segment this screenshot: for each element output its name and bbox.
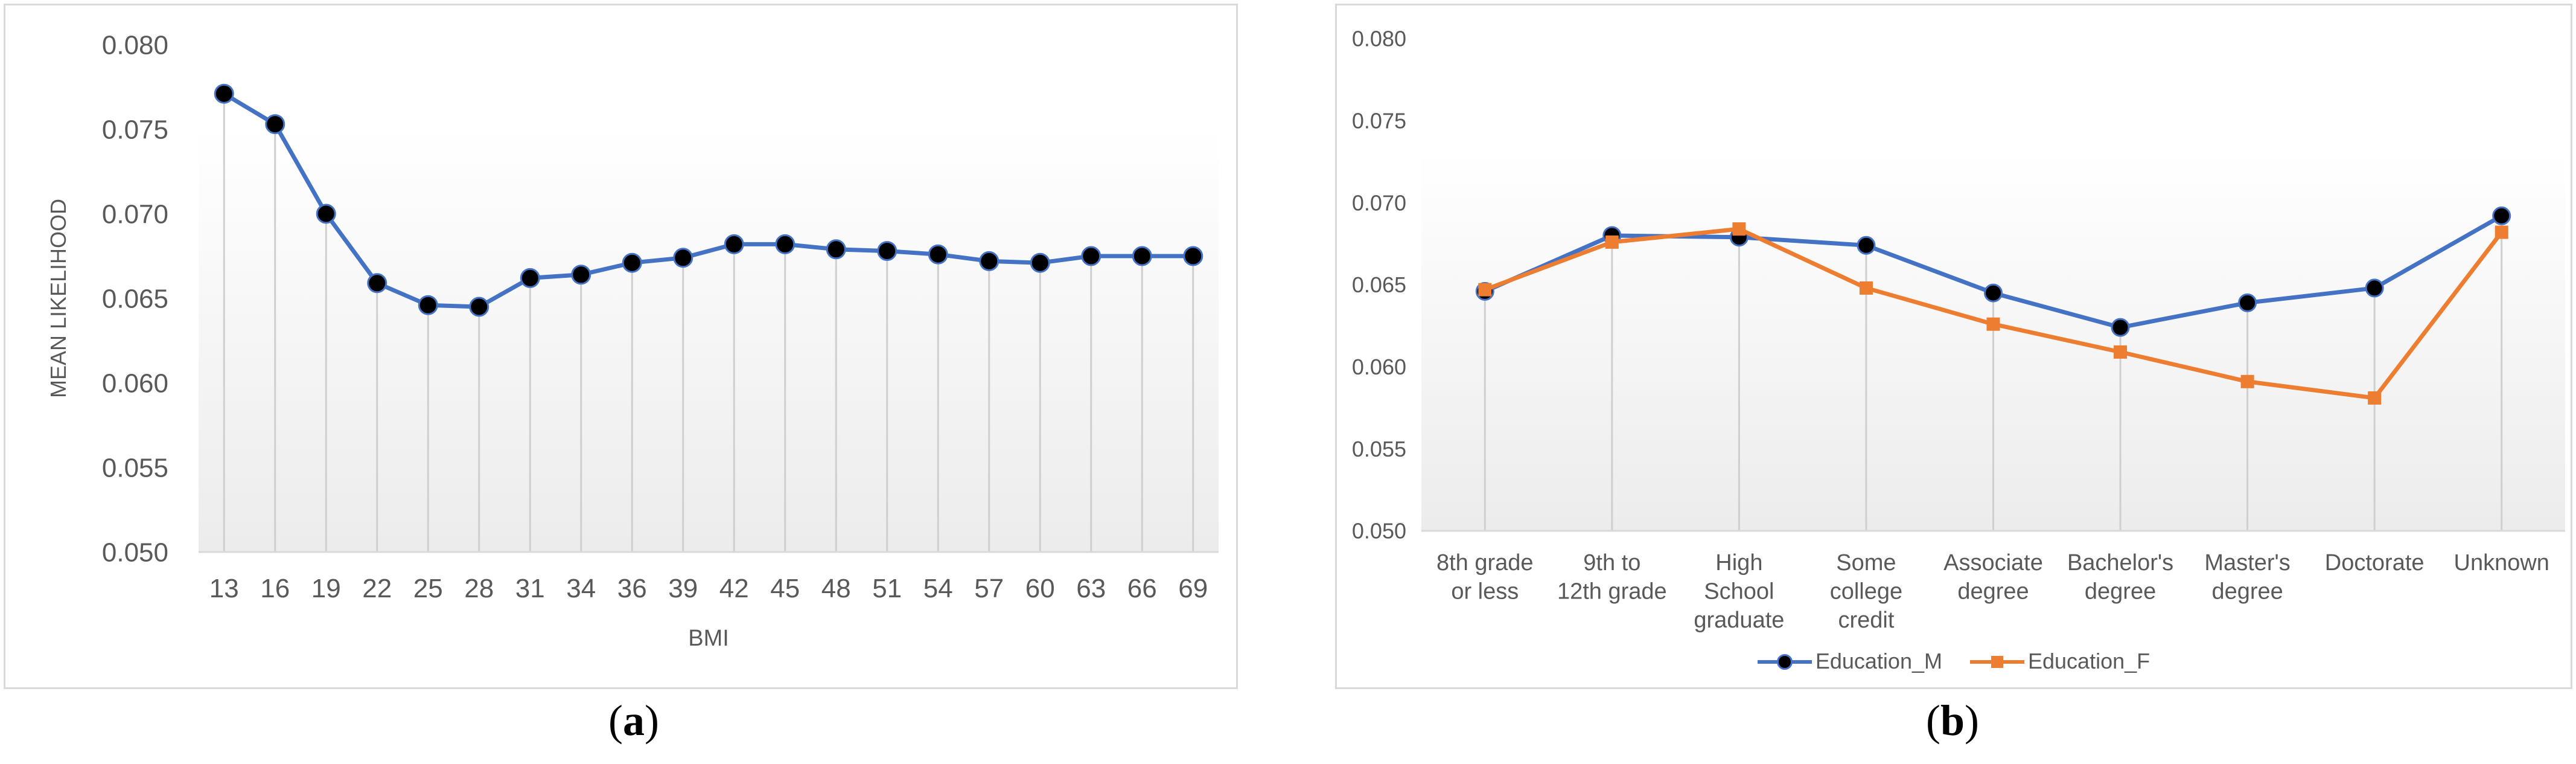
x-tick-label: 51 — [872, 574, 902, 603]
data-point — [622, 252, 642, 273]
data-point — [877, 241, 897, 262]
legend-item-education-m: Education_M — [1757, 649, 1942, 674]
x-tick-label: 25 — [413, 574, 443, 603]
data-point — [571, 265, 591, 285]
y-tick-label: 0.075 — [102, 115, 168, 144]
x-tick-label: 45 — [770, 574, 800, 603]
data-point — [1030, 252, 1050, 273]
x-axis-title: BMI — [688, 626, 729, 651]
chart-panel-a: 0.050 0.055 0.060 0.065 0.070 0.075 0.080 13 16 1… — [4, 4, 1238, 689]
data-point — [826, 239, 846, 260]
y-tick-label: 0.070 — [102, 199, 168, 229]
x-tick-label: 39 — [668, 574, 698, 603]
data-point — [1732, 222, 1746, 236]
x-tick-label: 66 — [1127, 574, 1157, 603]
data-point — [1986, 317, 2000, 331]
plot-background — [199, 126, 1219, 552]
x-tick-label: 31 — [515, 574, 545, 603]
x-tick-label: 48 — [821, 574, 851, 603]
data-point — [1081, 246, 1101, 266]
data-point — [214, 83, 234, 104]
chart-a-svg: 0.050 0.055 0.060 0.065 0.070 0.075 0.080 13 16 1… — [46, 30, 1219, 651]
y-tick-label: 0.050 — [1352, 519, 1406, 544]
y-tick-label: 0.055 — [1352, 437, 1406, 461]
data-point — [367, 273, 387, 294]
x-tick-label: Associate degree — [1943, 550, 2043, 605]
data-point — [520, 268, 540, 288]
legend-label-education-m: Education_M — [1815, 649, 1942, 673]
data-point — [1132, 246, 1152, 266]
legend-swatch-education-m — [1757, 649, 1812, 673]
x-tick-label: 34 — [566, 574, 596, 603]
x-tick-label: 63 — [1076, 574, 1106, 603]
data-point — [2238, 293, 2257, 312]
data-point — [979, 251, 999, 271]
x-tick-label: 36 — [617, 574, 647, 603]
data-point — [2368, 391, 2382, 405]
data-point — [2492, 206, 2511, 225]
data-point — [1183, 246, 1204, 266]
caption-b: (b) — [1925, 696, 1979, 745]
caption-a: (a) — [608, 696, 659, 745]
x-tick-label: 60 — [1025, 574, 1055, 603]
x-tick-label: 8th grade or less — [1436, 550, 1534, 605]
y-tick-label: 0.080 — [102, 30, 168, 60]
chart-b-svg: 0.050 0.055 0.060 0.065 0.070 0.075 0.080 8th g… — [1352, 27, 2565, 633]
data-point — [469, 297, 489, 317]
legend-label-education-f: Education_F — [2028, 649, 2150, 673]
legend-item-education-f: Education_F — [1970, 649, 2150, 674]
x-tick-label: 19 — [311, 574, 341, 603]
x-tick-label: Unknown — [2454, 550, 2549, 576]
data-point — [418, 295, 438, 315]
data-point — [1859, 281, 1873, 295]
y-tick-label: 0.065 — [102, 284, 168, 313]
y-tick-label: 0.080 — [1352, 27, 1406, 51]
y-tick-label: 0.075 — [1352, 108, 1406, 133]
x-tick-label: 54 — [923, 574, 953, 603]
chart-b-legend: Education_M Education_F — [1337, 649, 2571, 679]
x-tick-label: High School graduate — [1694, 550, 1784, 633]
data-point — [1478, 283, 1492, 297]
x-tick-label: 13 — [209, 574, 239, 603]
x-tick-label: 22 — [362, 574, 392, 603]
data-point — [2365, 278, 2384, 298]
x-tick-label: Doctorate — [2325, 550, 2425, 576]
y-tick-label: 0.050 — [102, 538, 168, 567]
y-tick-label: 0.060 — [102, 368, 168, 398]
x-tick-label: Some college credit — [1830, 550, 1902, 633]
y-tick-label: 0.070 — [1352, 190, 1406, 215]
data-point — [2240, 374, 2254, 388]
data-point — [2111, 318, 2130, 337]
data-point — [673, 248, 693, 268]
x-tick-label: 42 — [719, 574, 749, 603]
y-axis-title: MEAN LIKELIHOOD — [46, 199, 71, 398]
data-point — [2114, 345, 2128, 359]
x-tick-label: 57 — [974, 574, 1004, 603]
data-point — [724, 234, 744, 254]
data-point — [265, 114, 285, 135]
x-tick-label: 16 — [260, 574, 290, 603]
x-tick-label: Bachelor's degree — [2067, 550, 2173, 605]
data-point — [775, 234, 795, 254]
data-point — [1984, 283, 2003, 303]
x-tick-label: 28 — [464, 574, 494, 603]
x-tick-label: 9th to 12th grade — [1557, 550, 1667, 605]
x-tick-label: Master's degree — [2204, 550, 2290, 605]
data-point — [316, 204, 336, 224]
legend-swatch-education-f — [1970, 649, 2024, 673]
y-tick-label: 0.055 — [102, 453, 168, 483]
data-point — [1857, 236, 1876, 255]
chart-panel-b: 0.050 0.055 0.060 0.065 0.070 0.075 0.080 8th g… — [1335, 4, 2572, 689]
data-point — [928, 244, 948, 265]
data-point — [1605, 235, 1619, 249]
data-point — [2495, 225, 2508, 239]
y-tick-label: 0.060 — [1352, 355, 1406, 379]
y-tick-label: 0.065 — [1352, 272, 1406, 297]
x-tick-label: 69 — [1178, 574, 1208, 603]
